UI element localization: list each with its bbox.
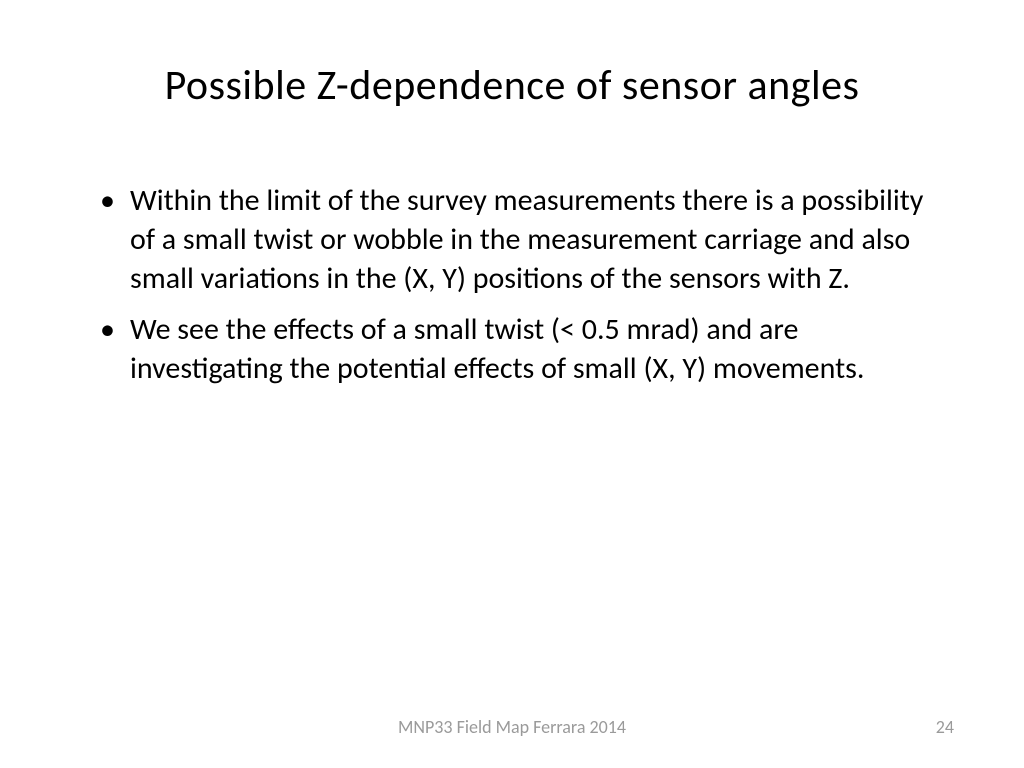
slide-title: Possible Z-dependence of sensor angles: [90, 60, 934, 111]
slide-footer: MNP33 Field Map Ferrara 2014: [0, 716, 1024, 738]
bullet-item: Within the limit of the survey measureme…: [100, 181, 934, 298]
footer-text: MNP33 Field Map Ferrara 2014: [398, 716, 626, 738]
slide-container: Possible Z-dependence of sensor angles W…: [0, 0, 1024, 768]
page-number: 24: [936, 716, 954, 738]
bullet-list: Within the limit of the survey measureme…: [100, 181, 934, 388]
bullet-item: We see the effects of a small twist (< 0…: [100, 310, 934, 388]
slide-content: Within the limit of the survey measureme…: [90, 181, 934, 388]
